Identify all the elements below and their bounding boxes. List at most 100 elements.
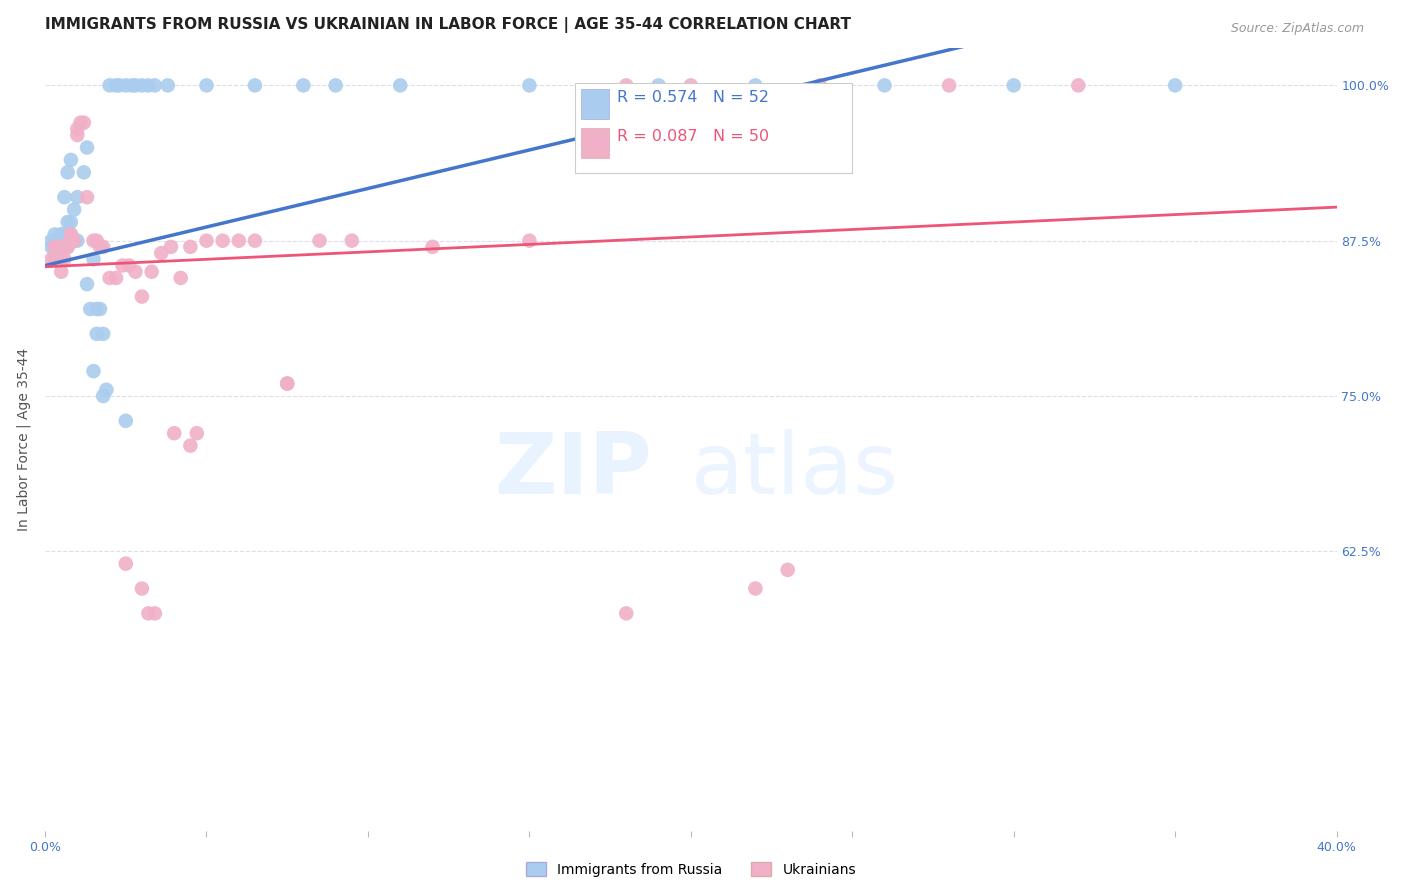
- Point: [111, 259, 134, 273]
- Point: [131, 78, 153, 93]
- Text: R = 0.574   N = 52: R = 0.574 N = 52: [617, 90, 769, 105]
- Point: [1067, 78, 1090, 93]
- Point: [51, 252, 73, 267]
- Point: [614, 607, 637, 621]
- Point: [63, 234, 86, 248]
- Point: [679, 78, 702, 93]
- Point: [63, 234, 86, 248]
- Point: [179, 439, 201, 453]
- Point: [98, 271, 121, 285]
- Point: [808, 78, 831, 93]
- Point: [59, 153, 82, 167]
- Point: [186, 426, 208, 441]
- Point: [82, 364, 104, 378]
- Point: [163, 426, 186, 441]
- Point: [44, 227, 66, 242]
- Point: [143, 607, 166, 621]
- Point: [86, 326, 108, 341]
- Point: [276, 376, 298, 391]
- Point: [143, 78, 166, 93]
- Point: [114, 414, 136, 428]
- Point: [44, 246, 66, 260]
- Point: [76, 190, 98, 204]
- Point: [66, 128, 89, 142]
- Text: R = 0.087   N = 50: R = 0.087 N = 50: [617, 129, 769, 144]
- Legend: Immigrants from Russia, Ukrainians: Immigrants from Russia, Ukrainians: [520, 856, 862, 882]
- Point: [138, 607, 160, 621]
- Point: [91, 326, 114, 341]
- Point: [141, 265, 163, 279]
- Point: [96, 383, 118, 397]
- Point: [63, 202, 86, 217]
- Point: [873, 78, 896, 93]
- Point: [79, 301, 101, 316]
- Point: [82, 234, 104, 248]
- Point: [519, 234, 541, 248]
- Point: [51, 227, 73, 242]
- Point: [211, 234, 233, 248]
- Point: [519, 78, 541, 93]
- Point: [114, 78, 136, 93]
- Point: [76, 277, 98, 292]
- Point: [46, 240, 69, 254]
- Point: [41, 252, 63, 267]
- Point: [276, 376, 298, 391]
- Point: [59, 215, 82, 229]
- Text: atlas: atlas: [690, 429, 898, 512]
- Point: [46, 252, 69, 267]
- Point: [56, 165, 79, 179]
- Point: [169, 271, 191, 285]
- Point: [73, 165, 96, 179]
- Point: [51, 240, 73, 254]
- Point: [98, 78, 121, 93]
- Point: [66, 234, 89, 248]
- Point: [69, 115, 91, 129]
- Point: [73, 115, 96, 129]
- Point: [56, 240, 79, 254]
- Point: [228, 234, 250, 248]
- Point: [776, 563, 799, 577]
- Y-axis label: In Labor Force | Age 35-44: In Labor Force | Age 35-44: [17, 348, 31, 531]
- Point: [243, 78, 266, 93]
- Point: [44, 252, 66, 267]
- Point: [121, 78, 143, 93]
- Point: [160, 240, 183, 254]
- FancyBboxPatch shape: [581, 89, 609, 119]
- Point: [744, 582, 766, 596]
- Point: [124, 78, 146, 93]
- Text: ZIP: ZIP: [495, 429, 652, 512]
- Point: [89, 240, 111, 254]
- Point: [66, 190, 89, 204]
- Point: [46, 240, 69, 254]
- Point: [938, 78, 960, 93]
- Point: [614, 78, 637, 93]
- Point: [53, 252, 76, 267]
- Point: [51, 227, 73, 242]
- Point: [53, 190, 76, 204]
- Point: [53, 240, 76, 254]
- Point: [422, 240, 444, 254]
- Point: [41, 240, 63, 254]
- Point: [91, 389, 114, 403]
- FancyBboxPatch shape: [581, 128, 609, 158]
- Point: [105, 78, 128, 93]
- Point: [86, 301, 108, 316]
- Point: [325, 78, 347, 93]
- Point: [124, 265, 146, 279]
- Point: [389, 78, 412, 93]
- Point: [44, 234, 66, 248]
- Point: [86, 234, 108, 248]
- Point: [56, 240, 79, 254]
- Text: IMMIGRANTS FROM RUSSIA VS UKRAINIAN IN LABOR FORCE | AGE 35-44 CORRELATION CHART: IMMIGRANTS FROM RUSSIA VS UKRAINIAN IN L…: [45, 17, 851, 33]
- Point: [51, 240, 73, 254]
- Point: [59, 227, 82, 242]
- Point: [138, 78, 160, 93]
- Point: [1002, 78, 1025, 93]
- Point: [46, 252, 69, 267]
- Point: [76, 140, 98, 154]
- Point: [131, 582, 153, 596]
- Point: [108, 78, 131, 93]
- Point: [89, 301, 111, 316]
- Point: [647, 78, 669, 93]
- Point: [46, 234, 69, 248]
